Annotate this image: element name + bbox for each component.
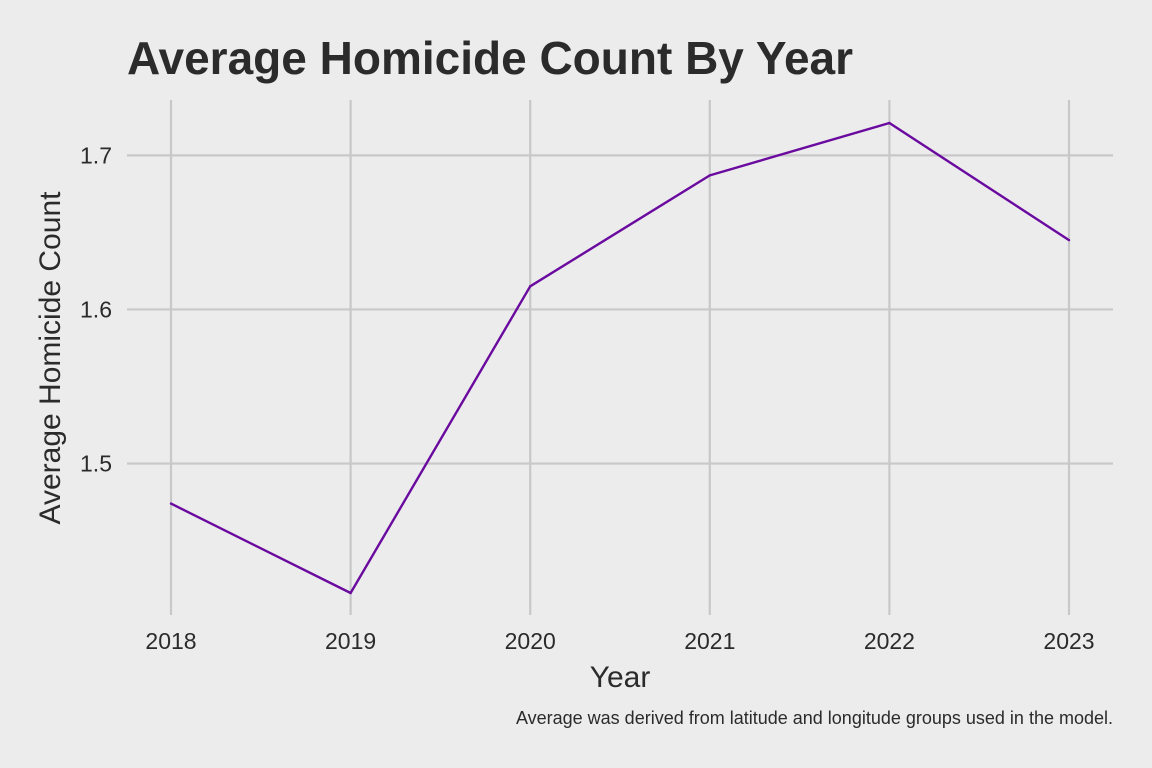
data-point xyxy=(1067,238,1071,242)
data-point xyxy=(349,591,352,595)
caption: Average was derived from latitude and lo… xyxy=(516,708,1113,728)
data-point xyxy=(529,285,532,288)
x-tick-label: 2018 xyxy=(145,628,196,654)
plot-area xyxy=(169,121,1071,595)
chart-title: Average Homicide Count By Year xyxy=(127,32,853,84)
x-tick-label: 2022 xyxy=(864,628,915,654)
y-tick-label: 1.7 xyxy=(80,142,112,168)
x-tick-label: 2021 xyxy=(684,628,735,654)
y-axis-title: Average Homicide Count xyxy=(34,191,67,525)
x-axis: 2018 2019 2020 2021 2022 2023 xyxy=(145,628,1094,654)
grid xyxy=(127,100,1113,615)
data-point xyxy=(708,174,711,177)
y-axis: 1.5 1.6 1.7 xyxy=(80,142,112,476)
x-axis-title: Year xyxy=(590,661,651,694)
x-tick-label: 2020 xyxy=(505,628,556,654)
data-point xyxy=(169,502,173,505)
x-tick-label: 2019 xyxy=(325,628,376,654)
x-tick-label: 2023 xyxy=(1043,628,1094,654)
y-tick-label: 1.5 xyxy=(80,451,112,477)
data-point xyxy=(888,121,891,125)
y-tick-label: 1.6 xyxy=(80,296,112,322)
series-line-0 xyxy=(170,121,1070,595)
